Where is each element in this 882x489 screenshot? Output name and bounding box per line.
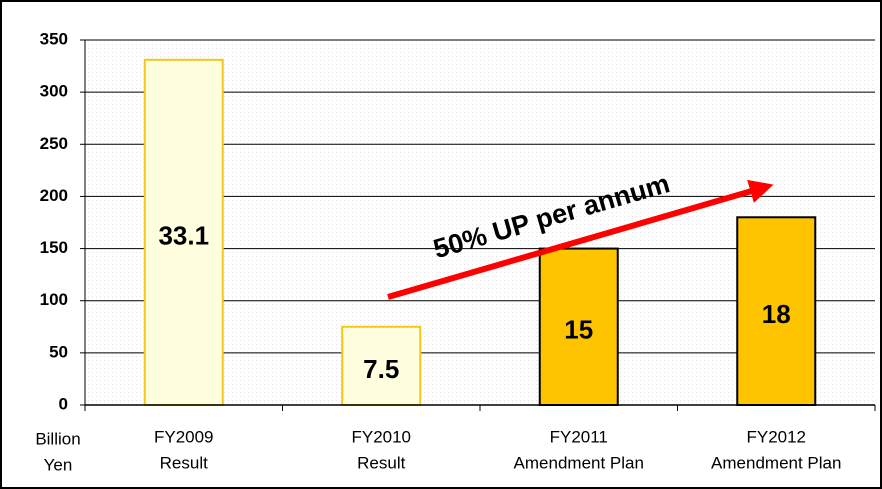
x-tick-label: Result	[160, 453, 208, 472]
y-tick-label: 250	[40, 134, 68, 153]
value-label: 33.1	[158, 220, 209, 250]
y-tick-label: 200	[40, 186, 68, 205]
y-tick-label: 100	[40, 290, 68, 309]
x-tick-label: FY2011	[550, 427, 608, 446]
y-tick-label: 0	[59, 394, 68, 413]
y-axis-label: Yen	[44, 455, 73, 474]
value-label: 7.5	[363, 354, 399, 384]
bar	[736, 216, 817, 406]
x-tick-label: FY2010	[351, 427, 411, 446]
value-label: 15	[564, 315, 593, 345]
x-tick-label: Amendment Plan	[514, 453, 644, 472]
value-label: 18	[762, 299, 791, 329]
x-tick-label: Amendment Plan	[711, 453, 841, 472]
trend-arrow	[387, 179, 774, 300]
y-axis-label: Billion	[35, 429, 80, 448]
x-tick-label: Result	[357, 453, 405, 472]
y-tick-label: 150	[40, 238, 68, 257]
y-tick-label: 50	[49, 342, 68, 361]
y-tick-label: 350	[40, 29, 68, 48]
x-tick-label: FY2012	[746, 427, 806, 446]
y-tick-label: 300	[40, 82, 68, 101]
x-tick-label: FY2009	[154, 427, 214, 446]
bar	[538, 247, 619, 406]
